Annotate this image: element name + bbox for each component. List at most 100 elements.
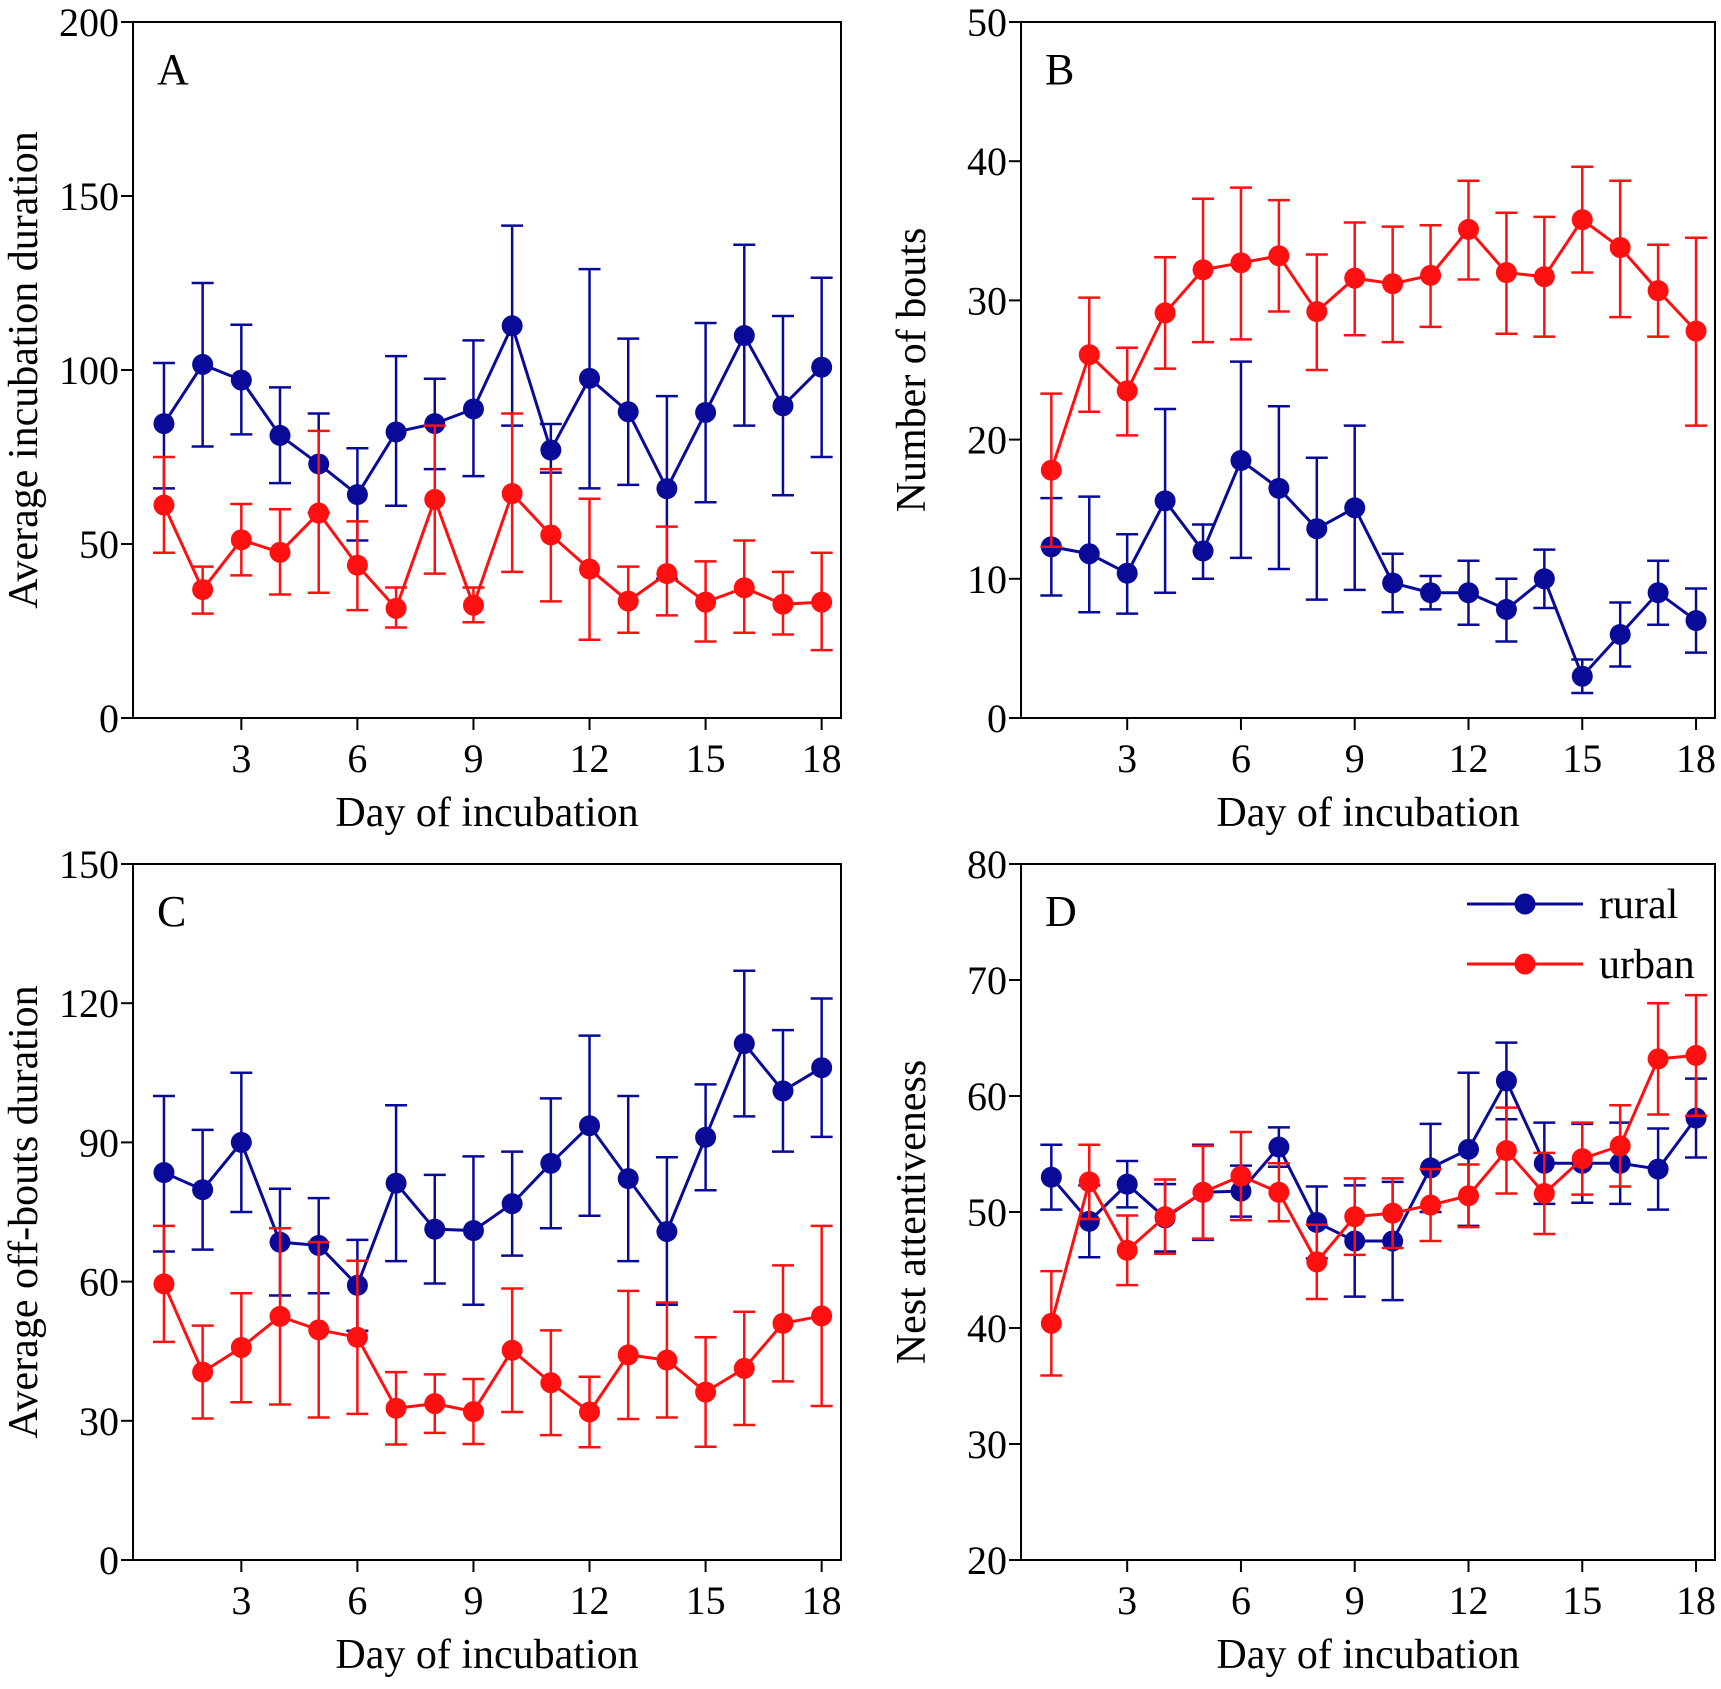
urban-point — [308, 1319, 330, 1341]
y-tick-label: 0 — [99, 1538, 119, 1583]
urban-point — [1040, 1312, 1062, 1334]
rural-point — [501, 315, 523, 337]
rural-point — [1078, 543, 1100, 565]
urban-point — [1344, 267, 1366, 289]
panel-c: 0 30 60 90 120 150 3 6 9 12 15 18 Day of incubation A… — [1, 842, 842, 1678]
rural-point — [424, 1218, 446, 1240]
x-tick-label: 6 — [347, 736, 367, 781]
urban-point — [617, 1344, 639, 1366]
urban-point — [1495, 1140, 1517, 1162]
rural-point — [1457, 582, 1479, 604]
urban-series — [1040, 993, 1708, 1377]
urban-point — [308, 502, 330, 524]
urban-point — [1154, 302, 1176, 324]
rural-point — [579, 1115, 601, 1137]
rural-line — [1050, 1077, 1698, 1243]
urban-series — [152, 1224, 833, 1449]
urban-point — [1457, 1185, 1479, 1207]
urban-point — [424, 488, 446, 510]
urban-point — [1685, 320, 1707, 342]
urban-series — [152, 412, 833, 652]
legend-marker-rural — [1514, 893, 1536, 915]
urban-point — [733, 1357, 755, 1379]
urban-point — [695, 591, 717, 613]
rural-point — [1495, 598, 1517, 620]
x-tick-label: 6 — [347, 1578, 367, 1623]
urban-point — [1116, 380, 1138, 402]
urban-point — [1192, 1181, 1214, 1203]
urban-point — [1571, 1148, 1593, 1170]
urban-point — [1116, 1239, 1138, 1261]
x-tick-label: 12 — [570, 1578, 610, 1623]
rural-point — [733, 1033, 755, 1055]
urban-point — [385, 1397, 407, 1419]
urban-point — [733, 577, 755, 599]
y-tick-label: 80 — [967, 842, 1007, 887]
rural-series — [1040, 360, 1708, 695]
urban-point — [811, 1305, 833, 1327]
urban-point — [346, 1326, 368, 1348]
y-tick-label: 120 — [59, 981, 119, 1026]
x-tick-label: 3 — [231, 736, 251, 781]
urban-line — [162, 490, 822, 612]
urban-point — [424, 1393, 446, 1415]
rural-point — [772, 1080, 794, 1102]
x-tick-label: 12 — [570, 736, 610, 781]
x-tick-label: 3 — [1117, 1578, 1137, 1623]
plot-frame — [1020, 21, 1716, 719]
urban-point — [269, 1305, 291, 1327]
y-axis-title: Average off-bouts duration — [1, 985, 47, 1438]
urban-point — [695, 1381, 717, 1403]
y-tick-label: 50 — [967, 1190, 1007, 1235]
rural-point — [1495, 1070, 1517, 1092]
y-tick-label: 200 — [59, 0, 119, 45]
x-tick-label: 15 — [1562, 1578, 1602, 1623]
rural-point — [1571, 665, 1593, 687]
y-tick-label: 30 — [967, 1422, 1007, 1467]
urban-point — [462, 1401, 484, 1423]
rural-line — [1051, 458, 1697, 680]
rural-series — [152, 224, 833, 581]
panel-letter: C — [157, 887, 186, 936]
y-tick-label: 50 — [967, 0, 1007, 45]
urban-point — [1495, 262, 1517, 284]
rural-point — [385, 421, 407, 443]
rural-point — [733, 325, 755, 347]
x-tick-label: 15 — [686, 1578, 726, 1623]
x-axis-title: Day of incubation — [1216, 790, 1519, 836]
x-axis-title: Day of incubation — [1216, 1632, 1519, 1678]
urban-point — [1154, 1206, 1176, 1228]
rural-point — [230, 369, 252, 391]
urban-point — [385, 597, 407, 619]
urban-point — [1457, 218, 1479, 240]
y-tick-label: 0 — [987, 696, 1007, 741]
rural-point — [1420, 582, 1442, 604]
rural-point — [1685, 1107, 1707, 1129]
y-tick-label: 90 — [79, 1120, 119, 1165]
urban-line — [162, 1283, 822, 1415]
y-axis-title: Nest attentiveness — [889, 1060, 935, 1364]
x-axis-title: Day of incubation — [335, 790, 638, 836]
x-tick-label: 12 — [1448, 1578, 1488, 1623]
legend-label-rural: rural — [1599, 882, 1678, 928]
x-tick-label: 15 — [686, 736, 726, 781]
x-tick-label: 12 — [1448, 736, 1488, 781]
urban-line — [1049, 1053, 1697, 1324]
y-axis-title: Number of bouts — [889, 228, 935, 513]
rural-point — [1533, 568, 1555, 590]
rural-point — [1306, 518, 1328, 540]
x-tick-label: 3 — [231, 1578, 251, 1623]
rural-point — [462, 1220, 484, 1242]
rural-point — [1040, 1166, 1062, 1188]
urban-point — [230, 529, 252, 551]
urban-point — [1192, 259, 1214, 281]
urban-point — [501, 1339, 523, 1361]
urban-point — [153, 494, 175, 516]
x-tick-label: 6 — [1231, 1578, 1251, 1623]
urban-point — [1647, 1048, 1669, 1070]
rural-point — [1230, 449, 1252, 471]
urban-point — [1571, 209, 1593, 231]
rural-line — [163, 1040, 823, 1289]
x-tick-label: 6 — [1231, 736, 1251, 781]
urban-point — [1268, 1181, 1290, 1203]
